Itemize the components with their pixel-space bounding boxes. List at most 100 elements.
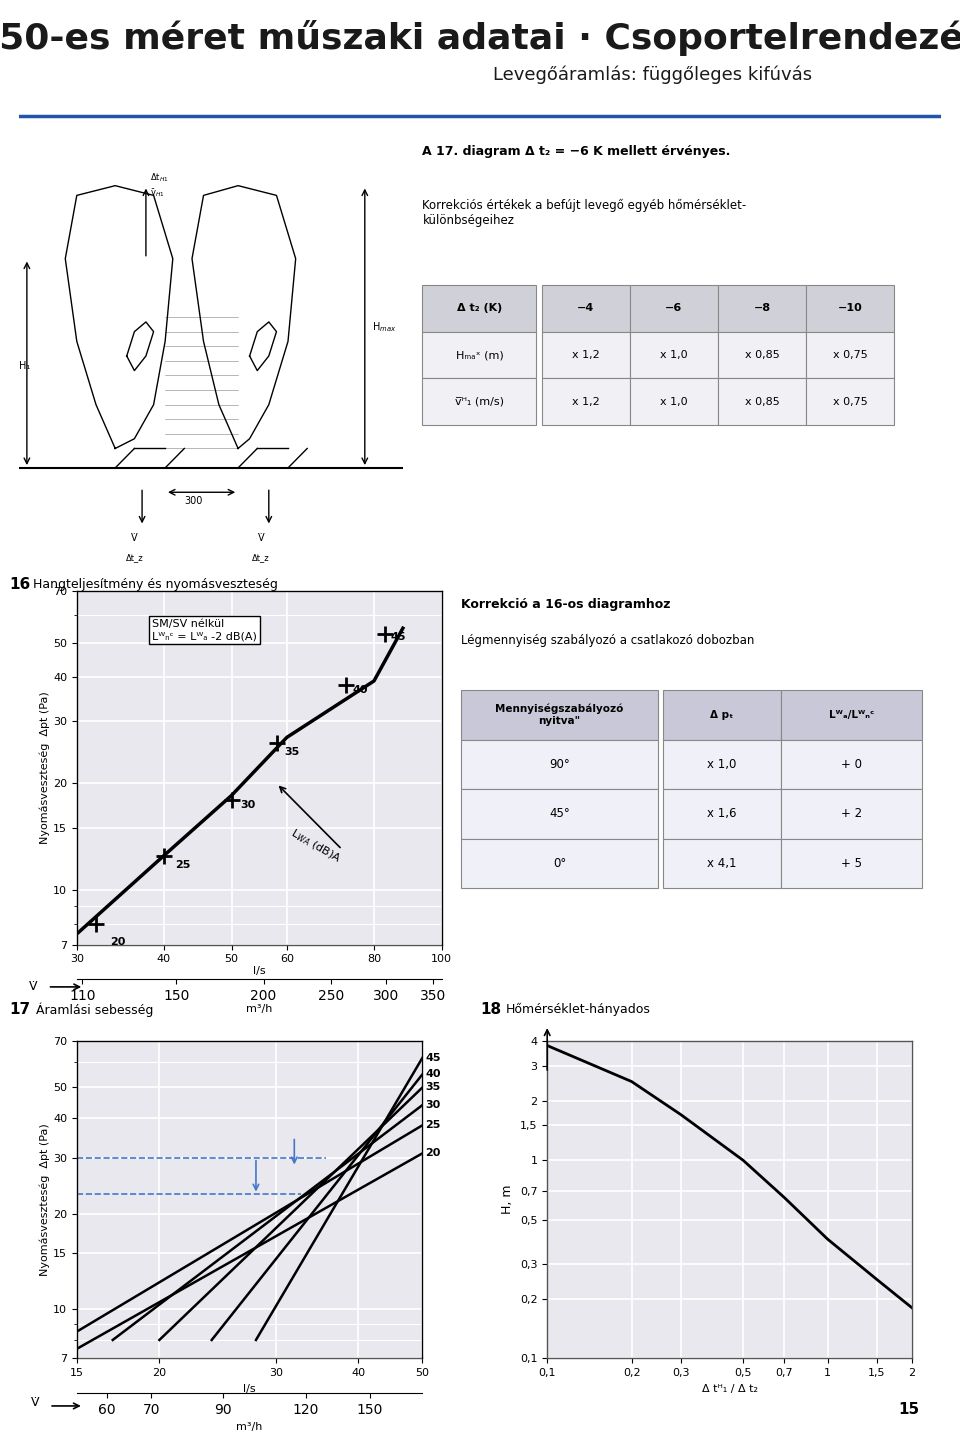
Text: −6: −6 bbox=[665, 303, 683, 313]
Bar bbox=[422, 378, 537, 425]
Text: A 17. diagram Δ t₂ = −6 K mellett érvényes.: A 17. diagram Δ t₂ = −6 K mellett érvény… bbox=[422, 144, 731, 157]
Bar bbox=[806, 332, 894, 378]
Text: Hangteljesítmény és nyomásveszteség: Hangteljesítmény és nyomásveszteség bbox=[33, 577, 277, 591]
Bar bbox=[461, 740, 659, 789]
Bar bbox=[461, 789, 659, 839]
Text: SM/SV nélkül
Lᵂₙᶜ = Lᵂₐ -2 dB(A): SM/SV nélkül Lᵂₙᶜ = Lᵂₐ -2 dB(A) bbox=[152, 620, 257, 642]
Bar bbox=[663, 839, 780, 888]
Bar bbox=[541, 332, 630, 378]
Text: −8: −8 bbox=[754, 303, 771, 313]
Text: + 2: + 2 bbox=[841, 808, 862, 820]
Bar bbox=[718, 378, 806, 425]
Text: 17: 17 bbox=[10, 1002, 31, 1017]
Text: Δ t₂ (K): Δ t₂ (K) bbox=[457, 303, 502, 313]
Text: H₁: H₁ bbox=[19, 360, 31, 371]
Text: Δt$_{H1}$: Δt$_{H1}$ bbox=[150, 172, 168, 185]
Y-axis label: Nyomásveszteség  Δpt (Pa): Nyomásveszteség Δpt (Pa) bbox=[39, 692, 50, 844]
Bar bbox=[718, 286, 806, 332]
Bar bbox=[780, 839, 922, 888]
Text: Áramlási sebesség: Áramlási sebesség bbox=[36, 1002, 153, 1017]
Text: 0°: 0° bbox=[553, 857, 566, 870]
Text: 45: 45 bbox=[425, 1053, 441, 1063]
Text: H$_{max}$: H$_{max}$ bbox=[372, 320, 396, 333]
Bar bbox=[718, 332, 806, 378]
Text: Hőmérséklet-hányados: Hőmérséklet-hányados bbox=[506, 1002, 651, 1017]
Text: x 4,1: x 4,1 bbox=[708, 857, 736, 870]
Bar bbox=[780, 691, 922, 740]
Text: x 0,75: x 0,75 bbox=[832, 350, 868, 360]
Bar bbox=[422, 332, 537, 378]
Bar bbox=[806, 378, 894, 425]
Text: 40: 40 bbox=[425, 1070, 441, 1080]
Text: Δt_z: Δt_z bbox=[126, 554, 143, 562]
X-axis label: l/s: l/s bbox=[252, 966, 266, 976]
Text: 45°: 45° bbox=[549, 808, 570, 820]
X-axis label: m³/h: m³/h bbox=[246, 1004, 273, 1014]
Text: v̄$_{H1}$: v̄$_{H1}$ bbox=[150, 186, 164, 199]
Text: Lᵂₐ/Lᵂₙᶜ: Lᵂₐ/Lᵂₙᶜ bbox=[828, 709, 874, 720]
Text: 40: 40 bbox=[352, 685, 368, 695]
Text: x 1,0: x 1,0 bbox=[708, 758, 736, 771]
Text: 30: 30 bbox=[425, 1100, 441, 1110]
Text: −4: −4 bbox=[577, 303, 594, 313]
Text: V̇: V̇ bbox=[29, 981, 37, 994]
X-axis label: l/s: l/s bbox=[243, 1384, 256, 1393]
Text: Levegőáramlás: függőleges kifúvás: Levegőáramlás: függőleges kifúvás bbox=[493, 65, 812, 84]
Text: 30: 30 bbox=[241, 800, 255, 810]
Text: 15: 15 bbox=[899, 1402, 920, 1417]
Y-axis label: H, m: H, m bbox=[501, 1185, 515, 1214]
Text: 25: 25 bbox=[425, 1120, 441, 1131]
Text: x 1,2: x 1,2 bbox=[572, 397, 600, 407]
Bar bbox=[461, 839, 659, 888]
Bar bbox=[541, 286, 630, 332]
Bar bbox=[461, 691, 659, 740]
Bar bbox=[663, 789, 780, 839]
Text: x 0,85: x 0,85 bbox=[745, 397, 780, 407]
Text: 16: 16 bbox=[10, 577, 31, 591]
Bar bbox=[806, 286, 894, 332]
Bar bbox=[663, 740, 780, 789]
Bar bbox=[630, 332, 718, 378]
Bar bbox=[630, 378, 718, 425]
Text: Δt_z: Δt_z bbox=[252, 554, 270, 562]
Text: x 1,6: x 1,6 bbox=[708, 808, 736, 820]
Bar bbox=[663, 691, 780, 740]
Text: Mennyiségszabályozó
nyitva": Mennyiségszabályozó nyitva" bbox=[495, 704, 624, 725]
Text: x 1,2: x 1,2 bbox=[572, 350, 600, 360]
Bar bbox=[422, 286, 537, 332]
Y-axis label: Nyomásveszteség  Δpt (Pa): Nyomásveszteség Δpt (Pa) bbox=[39, 1123, 50, 1276]
Text: 90°: 90° bbox=[549, 758, 570, 771]
Text: 18: 18 bbox=[480, 1002, 501, 1017]
Text: V̇: V̇ bbox=[31, 1396, 39, 1409]
Bar bbox=[780, 740, 922, 789]
Bar bbox=[780, 789, 922, 839]
Text: 35: 35 bbox=[284, 747, 300, 757]
Text: 35: 35 bbox=[425, 1083, 441, 1093]
Text: 300: 300 bbox=[184, 496, 204, 506]
X-axis label: m³/h: m³/h bbox=[236, 1422, 263, 1432]
Text: v̅ᴴ₁ (m/s): v̅ᴴ₁ (m/s) bbox=[455, 397, 504, 407]
Text: V̇: V̇ bbox=[258, 534, 264, 544]
Text: Korrekciós értékek a befújt levegő egyéb hőmérséklet-
különbségeihez: Korrekciós értékek a befújt levegő egyéb… bbox=[422, 199, 747, 228]
Text: x 0,85: x 0,85 bbox=[745, 350, 780, 360]
Text: 25: 25 bbox=[175, 861, 190, 871]
Text: −10: −10 bbox=[838, 303, 862, 313]
Text: + 0: + 0 bbox=[841, 758, 862, 771]
Text: x 0,75: x 0,75 bbox=[832, 397, 868, 407]
Text: 150-es méret műszaki adatai · Csoportelrendezés: 150-es méret műszaki adatai · Csoportelr… bbox=[0, 20, 960, 56]
Text: V̇: V̇ bbox=[132, 534, 137, 544]
Bar bbox=[630, 286, 718, 332]
Text: Légmennyiség szabályozó a csatlakozó dobozban: Légmennyiség szabályozó a csatlakozó dob… bbox=[461, 633, 755, 646]
Text: Korrekció a 16-os diagramhoz: Korrekció a 16-os diagramhoz bbox=[461, 598, 670, 611]
Text: Δ pₜ: Δ pₜ bbox=[710, 709, 733, 720]
Text: L$_{WA}$ (dB)A: L$_{WA}$ (dB)A bbox=[288, 826, 344, 865]
Text: x 1,0: x 1,0 bbox=[660, 397, 687, 407]
Text: x 1,0: x 1,0 bbox=[660, 350, 687, 360]
Text: Hₘₐˣ (m): Hₘₐˣ (m) bbox=[456, 350, 503, 360]
Text: 45: 45 bbox=[391, 632, 406, 642]
Text: + 5: + 5 bbox=[841, 857, 862, 870]
Text: 20: 20 bbox=[425, 1148, 441, 1158]
Bar bbox=[541, 378, 630, 425]
X-axis label: Δ tᴴ₁ / Δ t₂: Δ tᴴ₁ / Δ t₂ bbox=[702, 1384, 757, 1393]
Text: 20: 20 bbox=[110, 936, 126, 946]
